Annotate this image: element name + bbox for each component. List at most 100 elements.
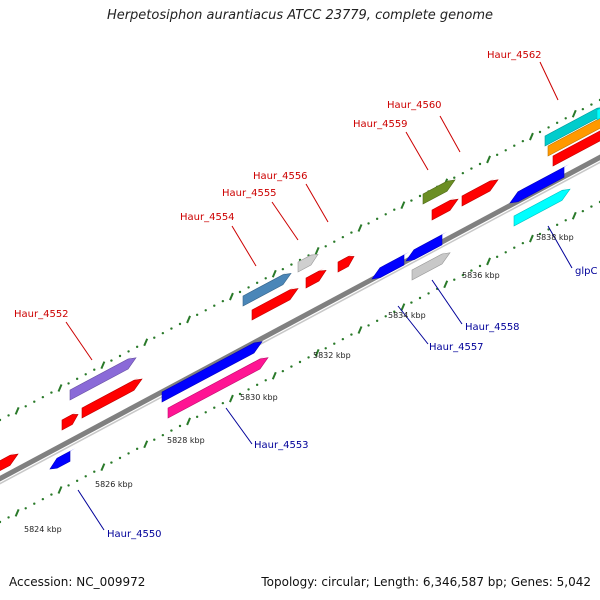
tick-minor	[538, 232, 542, 236]
gene-feature	[337, 253, 355, 273]
tick-minor	[333, 240, 336, 243]
tick-major	[357, 326, 363, 334]
gene-feature-body	[547, 117, 600, 157]
gene-label-upper: Haur_4554	[180, 212, 235, 223]
tick-minor	[118, 456, 122, 460]
gene-feature	[242, 271, 292, 307]
tick-major	[529, 132, 534, 141]
tick-minor	[393, 310, 396, 313]
tick-minor	[324, 347, 327, 350]
scale-label: 5834 kbp	[388, 311, 426, 320]
tick-minor	[504, 149, 507, 152]
gene-feature	[431, 197, 459, 221]
scale-label: 5832 kbp	[313, 351, 351, 360]
gene-label-upper: Haur_4559	[353, 119, 408, 130]
gene-feature	[547, 117, 600, 157]
tick-major	[357, 224, 363, 232]
tick-minor	[547, 126, 550, 129]
tick-minor	[590, 205, 593, 208]
gene-feature-body	[242, 273, 292, 307]
tick-minor	[213, 304, 216, 307]
tick-minor	[170, 429, 173, 432]
gene-feature-body	[461, 179, 499, 207]
tick-major	[271, 371, 277, 380]
tick-minor	[564, 219, 567, 222]
tick-major	[57, 384, 63, 392]
tick-minor	[33, 502, 36, 505]
tick-marks	[0, 98, 600, 524]
label-leader-line	[405, 131, 429, 171]
gene-feature	[544, 106, 600, 147]
tick-minor	[281, 267, 285, 271]
tick-minor	[127, 350, 130, 353]
tick-minor	[333, 342, 336, 345]
gene-feature	[461, 178, 499, 207]
tick-minor	[461, 273, 465, 277]
tick-minor	[418, 296, 422, 300]
gene-feature	[0, 452, 19, 472]
gene-feature-body	[167, 357, 269, 419]
tick-major	[486, 257, 491, 266]
backbone-line-lower	[0, 161, 600, 485]
tick-minor	[110, 359, 113, 362]
tick-minor	[24, 405, 27, 408]
scale-label: 5828 kbp	[167, 436, 205, 445]
tick-major	[186, 417, 191, 426]
tick-minor	[367, 324, 370, 327]
genome-summary: Topology: circular; Length: 6,346,587 bp…	[261, 575, 591, 589]
tick-minor	[161, 331, 165, 335]
tick-minor	[307, 356, 310, 359]
gene-label-upper: Haur_4562	[487, 50, 542, 61]
gene-feature	[61, 411, 79, 431]
gene-feature-body	[509, 166, 565, 204]
tick-minor	[590, 103, 593, 106]
label-leader-line	[539, 61, 559, 101]
gene-feature-body	[161, 341, 263, 403]
tick-major	[571, 211, 577, 220]
tick-minor	[341, 337, 345, 341]
gene-feature-body	[81, 378, 143, 419]
gene-label-lower: glpC	[575, 266, 597, 277]
map-title: Herpetosiphon aurantiacus ATCC 23779, co…	[106, 8, 494, 23]
gene-feature-body	[49, 450, 71, 470]
label-leader-line	[431, 279, 463, 325]
tick-minor	[264, 379, 267, 382]
tick-major	[14, 508, 20, 517]
gene-feature	[596, 108, 600, 121]
tick-minor	[255, 281, 259, 285]
tick-minor	[521, 139, 525, 143]
backbone-line-upper	[0, 154, 600, 482]
tick-minor	[247, 286, 250, 289]
label-leader-line	[439, 115, 461, 153]
gene-feature-body	[297, 253, 319, 273]
gene-feature-body	[337, 256, 355, 273]
tick-minor	[513, 144, 516, 147]
tick-minor	[50, 493, 53, 496]
gene-feature	[422, 178, 456, 205]
tick-minor	[204, 309, 207, 312]
scale-label: 5838 kbp	[536, 233, 574, 242]
gene-feature-body	[552, 130, 600, 167]
gene-feature-body	[305, 269, 327, 289]
tick-major	[143, 338, 149, 347]
tick-minor	[41, 497, 45, 501]
tick-major	[314, 246, 320, 255]
tick-major	[486, 155, 491, 164]
gene-label-lower: Haur_4553	[254, 440, 309, 451]
tick-minor	[393, 208, 396, 211]
tick-minor	[410, 199, 413, 202]
tick-minor	[110, 461, 113, 464]
tick-minor	[221, 299, 225, 303]
gene-feature	[297, 252, 319, 273]
tick-minor	[495, 255, 499, 259]
tick-minor	[93, 470, 96, 473]
tick-minor	[350, 333, 353, 336]
scale-label: 5826 kbp	[95, 480, 133, 489]
tick-minor	[195, 415, 199, 419]
tick-minor	[375, 319, 379, 323]
tick-minor	[135, 345, 139, 349]
tick-minor	[324, 245, 327, 248]
tick-minor	[375, 217, 379, 221]
tick-minor	[195, 313, 199, 317]
gene-feature	[411, 251, 451, 281]
